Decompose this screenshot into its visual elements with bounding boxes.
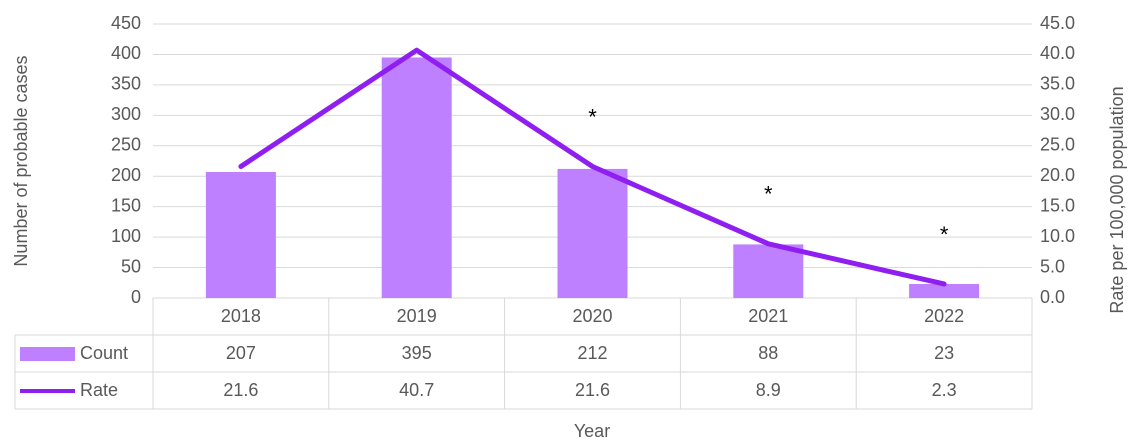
- x-axis-title: Year: [574, 421, 610, 441]
- annotation: *: [764, 182, 773, 207]
- table-value: 207: [226, 343, 256, 363]
- y-tick-label: 300: [111, 104, 141, 124]
- y2-tick-label: 5.0: [1040, 256, 1065, 276]
- y2-tick-label: 20.0: [1040, 165, 1075, 185]
- legend-swatch: [20, 347, 75, 361]
- table-value: 212: [577, 343, 607, 363]
- y2-axis-title: Rate per 100,000 population: [1107, 86, 1127, 313]
- y-tick-label: 100: [111, 226, 141, 246]
- table-value: 21.6: [223, 380, 258, 400]
- y-tick-label: 450: [111, 13, 141, 33]
- x-tick-label: 2019: [397, 306, 437, 326]
- legend-label: Rate: [80, 380, 118, 400]
- legend-label: Count: [80, 343, 128, 363]
- table-value: 395: [402, 343, 432, 363]
- y-tick-label: 400: [111, 43, 141, 63]
- table-value: 8.9: [756, 380, 781, 400]
- line: [238, 47, 947, 287]
- y2-tick-label: 45.0: [1040, 13, 1075, 33]
- y-tick-label: 200: [111, 165, 141, 185]
- y2-tick-label: 35.0: [1040, 74, 1075, 94]
- table-value: 2.3: [932, 380, 957, 400]
- y-tick-label: 350: [111, 74, 141, 94]
- y-axis-title: Number of probable cases: [11, 55, 31, 266]
- x-tick-label: 2020: [572, 306, 612, 326]
- bar: [381, 57, 452, 298]
- bar: [909, 283, 980, 298]
- table-value: 23: [934, 343, 954, 363]
- x-tick-label: 2021: [748, 306, 788, 326]
- bar: [557, 168, 628, 298]
- y2-tick-label: 30.0: [1040, 104, 1075, 124]
- y2-tick-label: 0.0: [1040, 287, 1065, 307]
- y2-tick-label: 15.0: [1040, 195, 1075, 215]
- y2-tick-label: 40.0: [1040, 43, 1075, 63]
- y-tick-label: 50: [121, 256, 141, 276]
- x-tick-label: 2018: [221, 306, 261, 326]
- table-value: 40.7: [399, 380, 434, 400]
- annotation: *: [940, 222, 949, 247]
- y-tick-label: 0: [131, 287, 141, 307]
- bar: [733, 244, 804, 298]
- bar: [205, 171, 276, 298]
- y-tick-label: 150: [111, 195, 141, 215]
- table-value: 21.6: [575, 380, 610, 400]
- x-tick-label: 2022: [924, 306, 964, 326]
- annotation: *: [588, 104, 597, 129]
- y-tick-label: 250: [111, 135, 141, 155]
- y2-tick-label: 10.0: [1040, 226, 1075, 246]
- table-value: 88: [758, 343, 778, 363]
- y2-tick-label: 25.0: [1040, 135, 1075, 155]
